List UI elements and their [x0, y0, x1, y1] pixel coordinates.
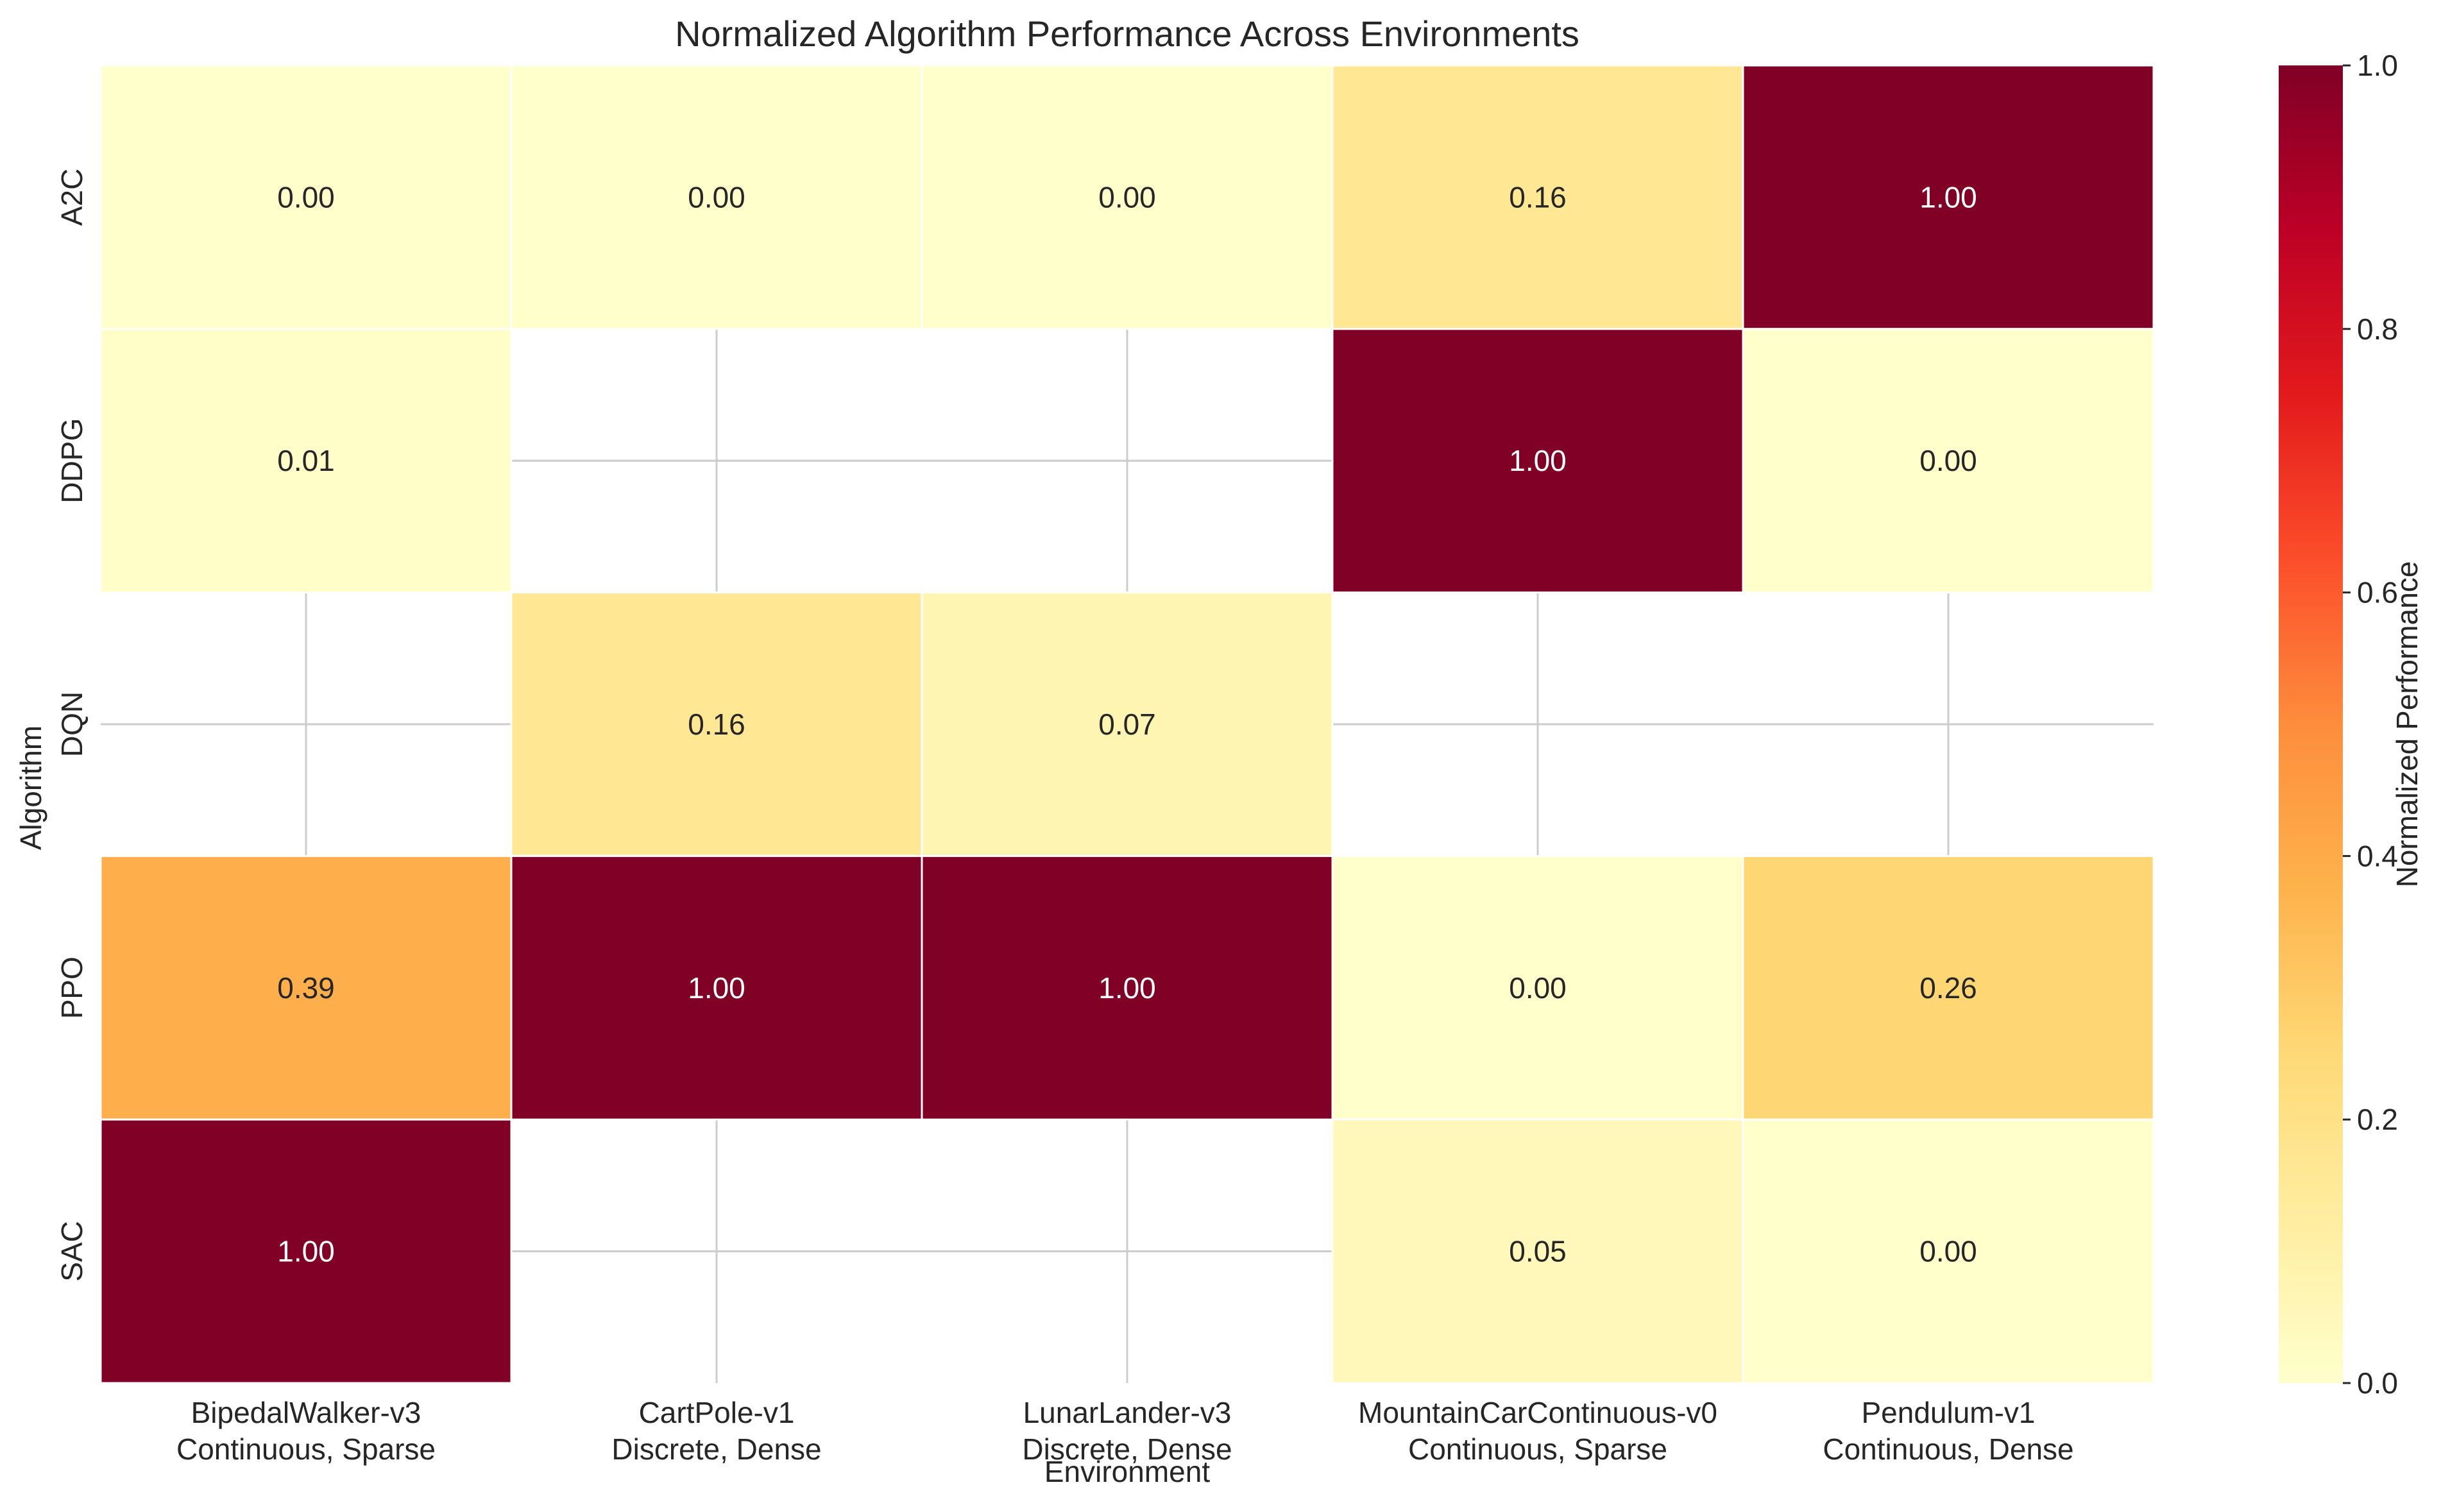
cell-value-labels: 0.00 0.00 0.00 0.16 1.00 0.01 1.00 0.00 0.16 0.07… [277, 180, 1977, 1268]
y-tick-label: PPO [55, 956, 89, 1019]
x-tick-label: LunarLander-v3 Discrete, Dense [1022, 1396, 1232, 1466]
heatmap-cell [1742, 328, 2155, 594]
heatmap-cell [921, 64, 1334, 330]
y-tick-label: SAC [55, 1221, 89, 1282]
heatmap-cell [1331, 64, 1744, 330]
heatmap-cell [99, 1118, 513, 1384]
cell-value-label: 0.00 [1098, 180, 1156, 214]
heatmap-cell [1742, 854, 2155, 1121]
heatmap-cell [99, 854, 513, 1121]
heatmap-cells [99, 64, 2155, 1384]
heatmap-cell [510, 591, 923, 857]
y-tick-label: DDPG [55, 418, 89, 504]
y-tick-label: DQN [55, 692, 89, 757]
x-tick-labels: BipedalWalker-v3 Continuous, Sparse CartPo… [176, 1396, 2074, 1466]
cell-value-label: 0.00 [277, 180, 335, 214]
cell-value-label: 0.00 [1919, 1235, 1977, 1268]
colorbar-tick-label: 0.4 [2357, 839, 2398, 872]
colorbar-tick-label: 1.0 [2357, 49, 2398, 82]
cell-value-label: 1.00 [1509, 444, 1567, 477]
cell-value-label: 1.00 [688, 971, 745, 1005]
heatmap-cell [1331, 854, 1744, 1121]
colorbar-label: Normalized Performance [2390, 561, 2424, 888]
colorbar [2279, 65, 2343, 1383]
heatmap-cell [1742, 64, 2155, 330]
cell-value-label: 1.00 [277, 1235, 335, 1268]
cell-value-label: 1.00 [1919, 180, 1977, 214]
cell-value-label: 0.39 [277, 971, 335, 1005]
y-tick-label: A2C [55, 169, 89, 226]
cell-value-label: 0.01 [277, 444, 335, 477]
x-tick-label: Pendulum-v1 Continuous, Dense [1823, 1396, 2073, 1466]
heatmap-cell [1331, 1118, 1744, 1384]
heatmap-cell [1331, 328, 1744, 594]
heatmap-cell [510, 854, 923, 1121]
heatmap-cell [99, 64, 513, 330]
cell-value-label: 0.00 [1919, 444, 1977, 477]
cell-value-label: 0.16 [1509, 180, 1567, 214]
chart-title: Normalized Algorithm Performance Across … [675, 13, 1579, 54]
heatmap-cell [99, 328, 513, 594]
cell-value-label: 0.00 [688, 180, 745, 214]
cell-value-label: 0.16 [688, 708, 745, 741]
cell-value-label: 1.00 [1098, 971, 1156, 1005]
heatmap-cell [921, 591, 1334, 857]
cell-value-label: 0.07 [1098, 708, 1156, 741]
y-axis-label: Algorithm [14, 726, 47, 850]
colorbar-tick-label: 0.2 [2357, 1103, 2398, 1136]
colorbar-tick-label: 0.8 [2357, 312, 2398, 346]
colorbar-tick-labels: 0.0 0.2 0.4 0.6 0.8 1.0 [2343, 49, 2398, 1400]
colorbar-tick-label: 0.0 [2357, 1366, 2398, 1400]
heatmap-cell [921, 854, 1334, 1121]
x-axis-label: Environment [1044, 1455, 1210, 1488]
colorbar-tick-label: 0.6 [2357, 576, 2398, 609]
x-tick-label: CartPole-v1 Discrete, Dense [611, 1396, 821, 1466]
y-tick-labels: A2C DDPG DQN PPO SAC [55, 169, 89, 1282]
heatmap-cell [510, 64, 923, 330]
cell-value-label: 0.05 [1509, 1235, 1567, 1268]
x-tick-label: MountainCarContinuous-v0 Continuous, Spar… [1358, 1396, 1717, 1466]
cell-value-label: 0.00 [1509, 971, 1567, 1005]
x-tick-label: BipedalWalker-v3 Continuous, Sparse [176, 1396, 436, 1466]
cell-value-label: 0.26 [1919, 971, 1977, 1005]
heatmap-cell [1742, 1118, 2155, 1384]
